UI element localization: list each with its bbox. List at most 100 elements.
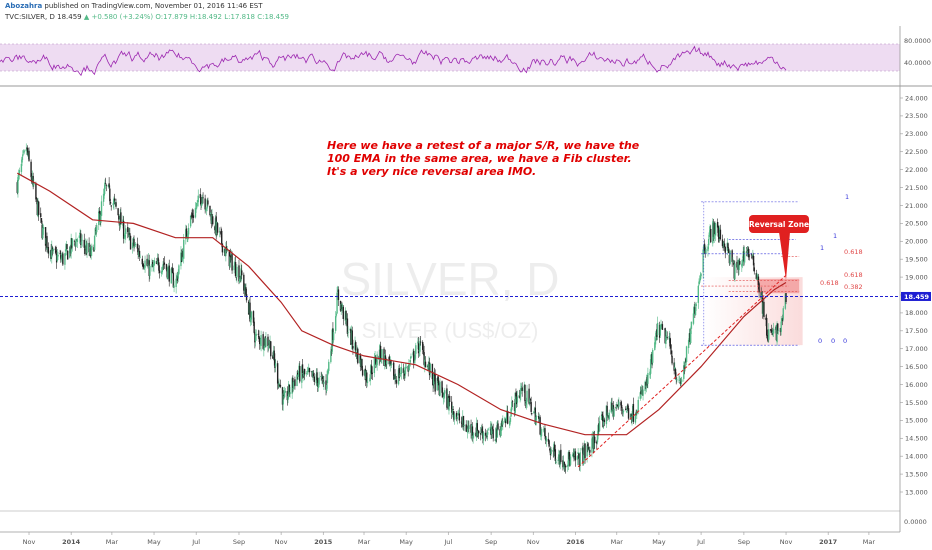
candle-body [347, 332, 349, 333]
candle-body [625, 411, 628, 412]
candle-body [780, 321, 782, 332]
reversal-callout[interactable]: Reversal Zone [749, 215, 809, 280]
author-name[interactable]: Abozahra [5, 2, 43, 10]
candle-body [622, 411, 624, 412]
candle-body [190, 216, 193, 217]
candle-body [534, 407, 537, 424]
candle-body [734, 263, 736, 280]
candle-body [531, 413, 533, 414]
candle-body [105, 184, 108, 186]
candle-body [724, 246, 726, 253]
candle-body [225, 247, 227, 256]
candle-body [141, 258, 143, 265]
candle-body [273, 350, 275, 361]
candle-body [707, 246, 709, 252]
candle-body [133, 238, 135, 247]
candle-body [200, 197, 202, 206]
candle-body [395, 378, 397, 380]
candle-body [112, 203, 114, 206]
candle-body [582, 455, 585, 465]
candle-body [695, 304, 697, 307]
candle-body [514, 392, 516, 413]
candle-body [317, 382, 320, 389]
candle-body [286, 391, 289, 401]
candle-body [379, 345, 382, 359]
candle-body [80, 241, 83, 244]
candle-body [98, 210, 101, 214]
candle-body [129, 233, 131, 235]
x-tick-label: May [399, 538, 413, 546]
candle-body [687, 339, 690, 349]
candle-body [71, 239, 74, 246]
price-change: +0.580 (+3.24%) [91, 13, 154, 21]
candle-body [136, 243, 139, 249]
candle-body [33, 183, 35, 186]
price-tag-text: 18.459 [904, 293, 930, 301]
candle-body [125, 228, 127, 235]
candle-body [765, 317, 768, 336]
candle-body [673, 362, 675, 371]
candle-body [153, 264, 155, 266]
candle-body [620, 402, 622, 406]
candle-body [511, 401, 514, 403]
candle-body [149, 265, 151, 276]
candle-body [90, 248, 92, 256]
y-tick-label: 23.500 [905, 112, 928, 120]
candle-body [540, 429, 543, 437]
candle-body [402, 368, 405, 374]
candle-body [521, 387, 523, 391]
x-tick-label: 2015 [314, 538, 333, 546]
candle-body [707, 238, 710, 246]
candle-body [161, 266, 164, 273]
candle-body [276, 363, 279, 384]
candle-body [545, 437, 548, 442]
candle-body [520, 388, 522, 395]
candle-body [576, 456, 579, 460]
y-tick-label: 24.000 [905, 94, 928, 102]
candle-body [384, 355, 387, 362]
candle-body [323, 381, 325, 384]
candle-body [192, 215, 195, 219]
symbol-name[interactable]: TVC:SILVER, D [5, 13, 55, 21]
candle-body [500, 422, 503, 431]
candle-body [516, 396, 519, 403]
candle-body [221, 230, 223, 244]
candle-body [345, 310, 347, 320]
candle-body [458, 413, 461, 421]
candle-body [755, 273, 758, 280]
candle-body [177, 272, 179, 279]
fib-levels [701, 201, 800, 346]
price-axis[interactable]: 24.000 23.500 23.000 22.500 22.000 21.500 21.0… [900, 94, 928, 496]
candle-body [727, 243, 729, 249]
candle-body [376, 354, 378, 366]
candle-body [637, 399, 639, 411]
y-tick-label: 13.000 [905, 488, 928, 496]
candle-body [263, 348, 265, 351]
x-tick-label: Mar [358, 538, 371, 546]
candle-body [17, 177, 19, 193]
candle-body [586, 445, 588, 457]
fib-label: 0.618 [844, 271, 863, 279]
annotation-line: 100 EMA in the same area, we have a Fib … [327, 152, 632, 165]
x-tick-label: Jul [696, 538, 705, 546]
candle-body [442, 398, 445, 399]
candle-body [187, 227, 190, 235]
candle-body [721, 239, 724, 247]
candle-body [108, 183, 110, 187]
candle-body [229, 256, 231, 268]
candle-body [524, 385, 526, 402]
candle-body [578, 453, 580, 459]
candle-body [690, 330, 692, 344]
candle-body [342, 306, 344, 320]
candle-body [751, 256, 753, 258]
x-tick-label: Nov [275, 538, 288, 546]
publish-line: Abozahra published on TradingView.com, N… [5, 2, 263, 11]
candle-body [20, 163, 23, 172]
candle-body [525, 401, 528, 405]
candle-body [625, 408, 627, 411]
candle-body [35, 197, 38, 199]
candle-body [569, 456, 572, 465]
time-axis[interactable]: Nov 2014 Mar May Jul Sep Nov 2015 Mar May Jul Sep No… [23, 532, 876, 546]
candle-body [579, 452, 581, 466]
